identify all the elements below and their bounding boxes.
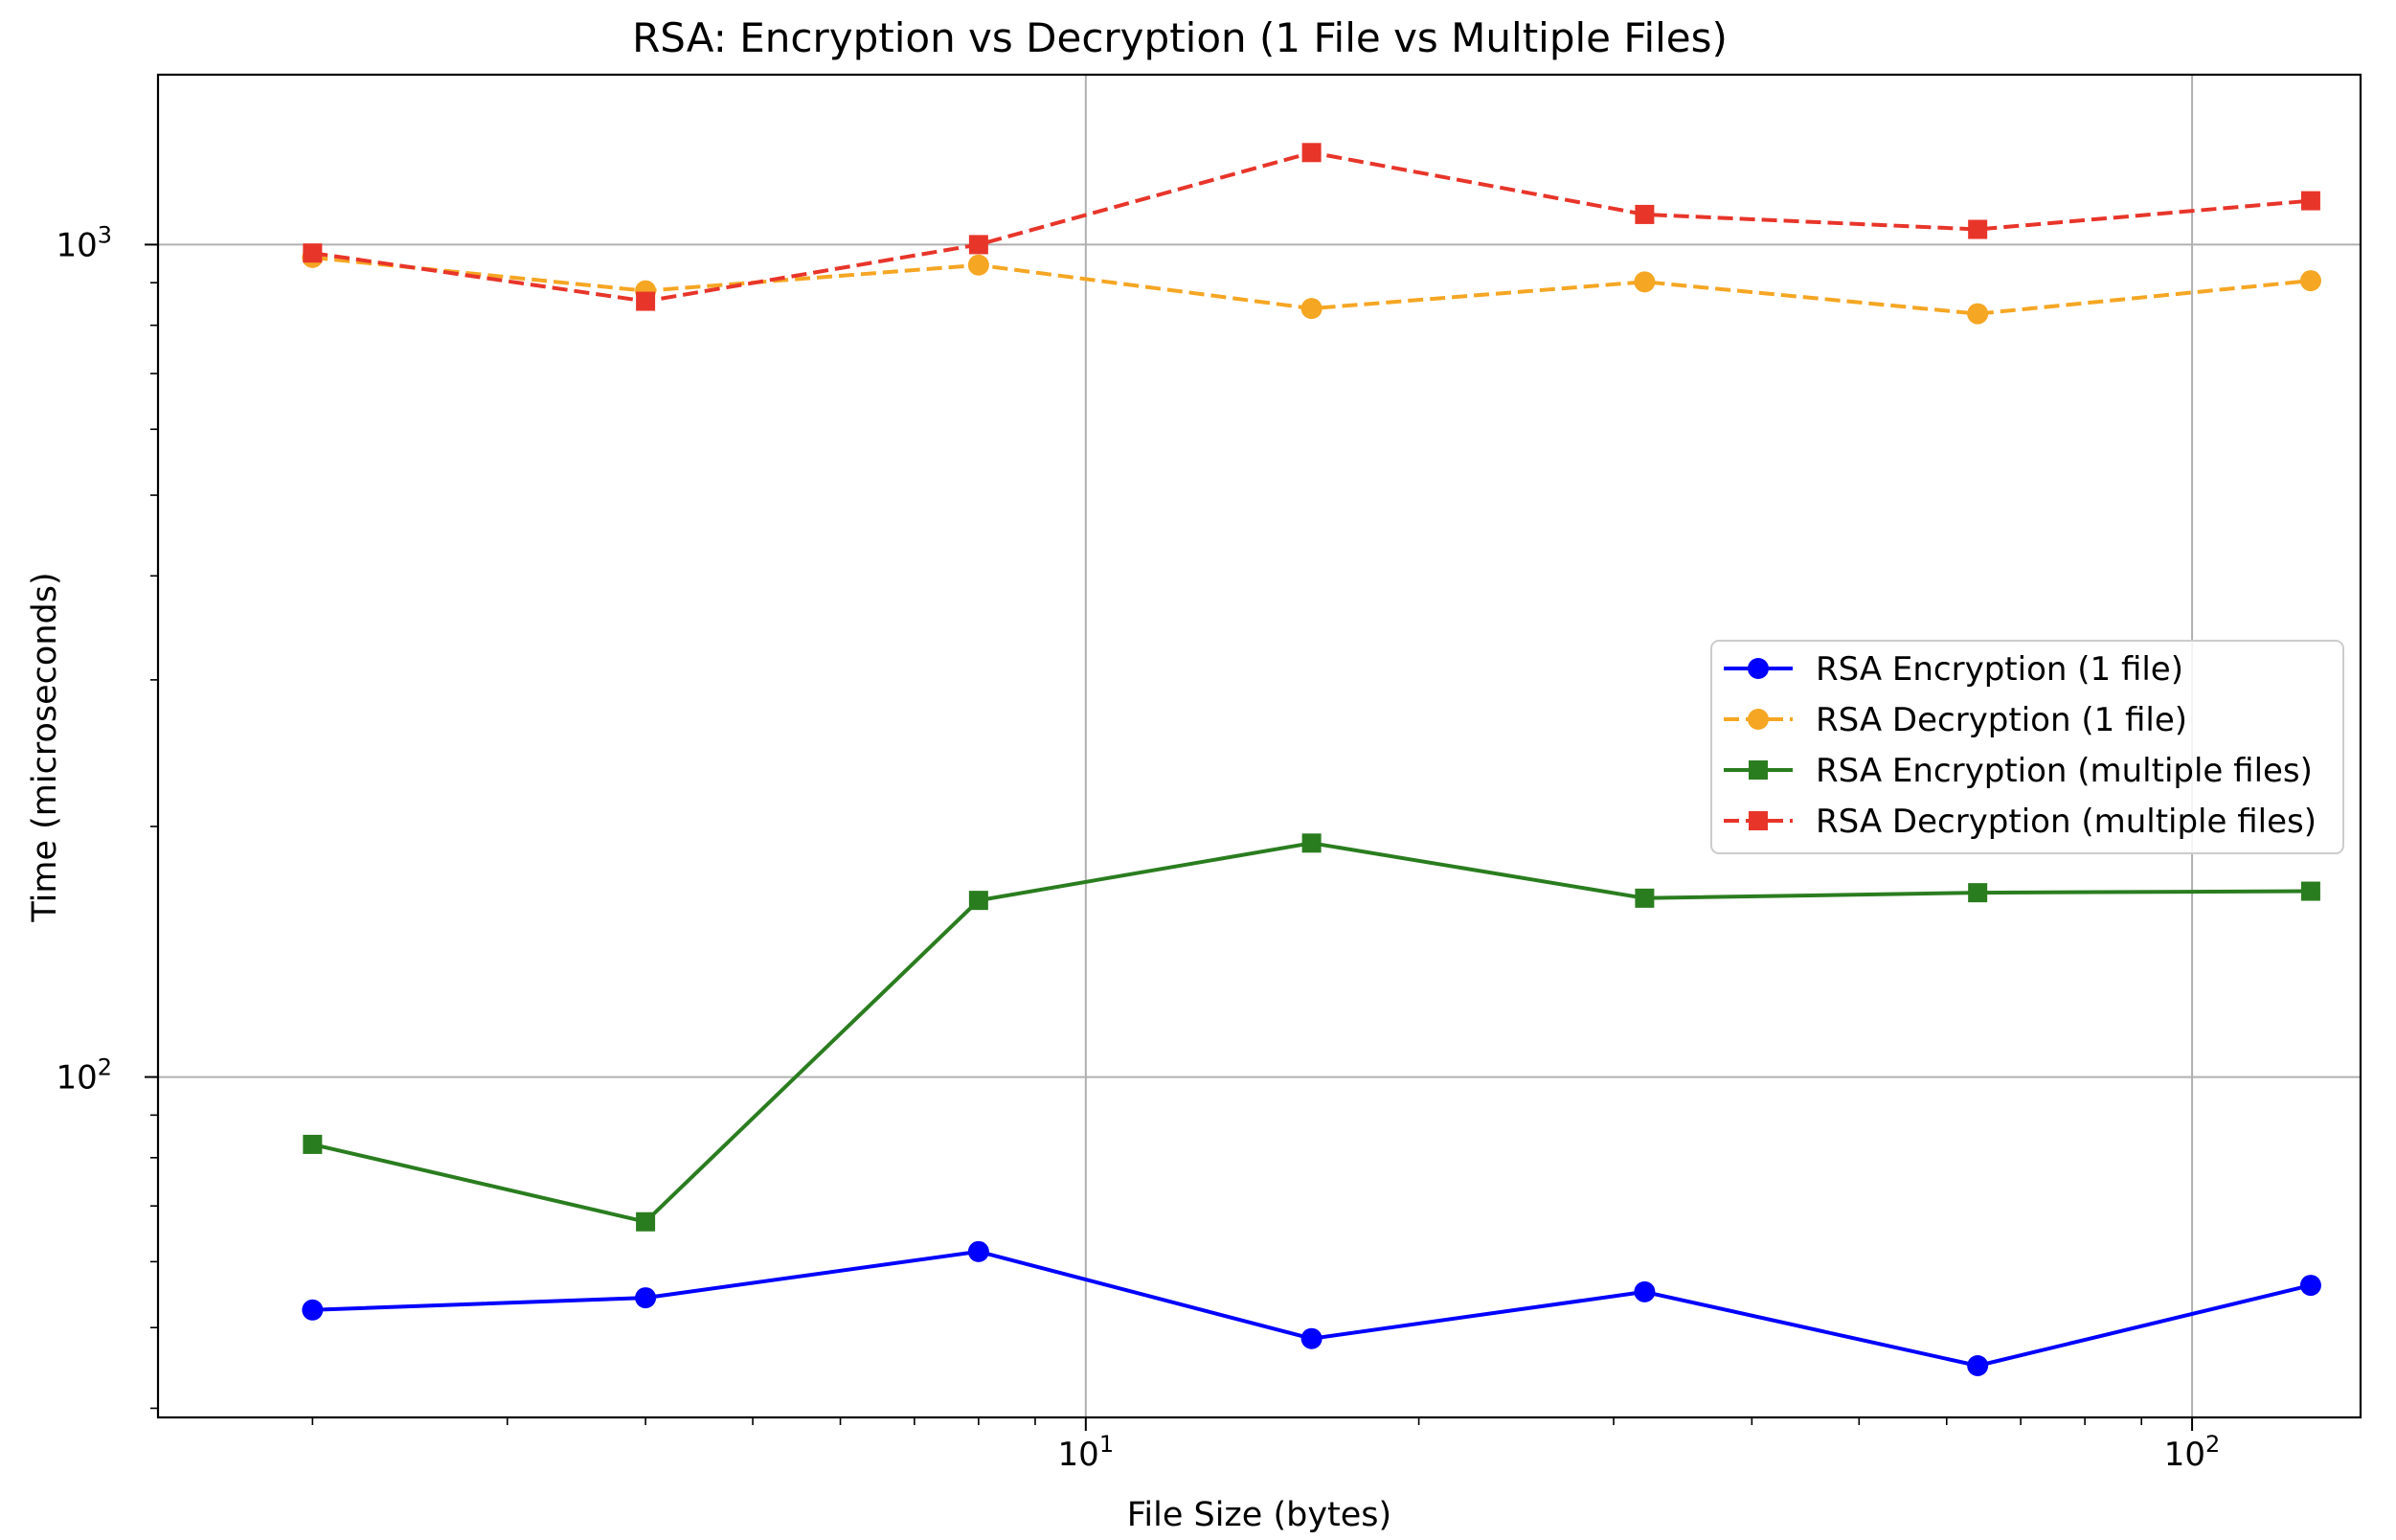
data-point-rsa-encryption-1-file <box>1300 1327 1322 1349</box>
legend-entry-rsa-encryption-multiple-files: RSA Encryption (multiple files) <box>1724 752 2313 790</box>
legend-marker-rsa-encryption-multiple-files <box>1749 760 1768 780</box>
data-point-rsa-encryption-multiple-files <box>1968 883 1988 903</box>
x-tick-label: 101 <box>1058 1431 1115 1474</box>
chart-title: RSA: Encryption vs Decryption (1 File vs… <box>632 14 1728 61</box>
data-point-rsa-encryption-1-file <box>1967 1354 1989 1376</box>
legend-frame <box>1710 640 2344 854</box>
x-tick-label: 102 <box>2164 1431 2221 1474</box>
y-tick-label: 102 <box>56 1054 112 1098</box>
data-point-rsa-encryption-multiple-files <box>2300 881 2320 901</box>
data-point-rsa-decryption-1-file <box>1967 303 1989 325</box>
data-point-rsa-decryption-1-file <box>967 254 989 276</box>
data-point-rsa-decryption-multiple-files <box>303 243 323 263</box>
legend: RSA Encryption (1 file) RSA Decryption (1… <box>1710 640 2344 854</box>
legend-label-rsa-decryption-multiple-files: RSA Decryption (multiple files) <box>1816 803 2317 841</box>
legend-label-rsa-encryption-multiple-files: RSA Encryption (multiple files) <box>1816 752 2313 790</box>
legend-entry-rsa-decryption-multiple-files: RSA Decryption (multiple files) <box>1724 803 2317 841</box>
series-rsa-encryption-multiple-files <box>303 833 2320 1232</box>
data-point-rsa-decryption-multiple-files <box>2300 191 2320 211</box>
legend-entry-rsa-decryption-1-file: RSA Decryption (1 file) <box>1724 701 2187 739</box>
axis-ticks: 101 102 102 103 <box>56 221 2220 1474</box>
y-axis-label: Time (microseconds) <box>26 572 64 922</box>
series-rsa-decryption-1-file <box>302 246 2321 325</box>
legend-marker-rsa-decryption-multiple-files <box>1749 811 1768 830</box>
data-point-rsa-encryption-1-file <box>2299 1275 2321 1297</box>
data-point-rsa-encryption-multiple-files <box>1301 833 1322 853</box>
data-point-rsa-decryption-1-file <box>1300 298 1322 320</box>
data-point-rsa-encryption-1-file <box>967 1240 989 1262</box>
data-point-rsa-encryption-multiple-files <box>303 1134 323 1154</box>
series-rsa-encryption-1-file <box>302 1240 2321 1376</box>
series-group <box>302 143 2321 1376</box>
data-point-rsa-decryption-1-file <box>1634 271 1656 293</box>
data-point-rsa-decryption-multiple-files <box>1635 204 1655 224</box>
data-point-rsa-encryption-1-file <box>635 1287 657 1309</box>
data-point-rsa-encryption-1-file <box>1634 1280 1656 1302</box>
plot-frame <box>156 73 2362 1419</box>
series-rsa-decryption-multiple-files <box>303 143 2320 311</box>
data-point-rsa-decryption-multiple-files <box>1968 219 1988 239</box>
data-point-rsa-decryption-1-file <box>2299 270 2321 292</box>
data-point-rsa-decryption-multiple-files <box>968 235 988 255</box>
y-tick-label: 103 <box>56 221 112 264</box>
data-point-rsa-encryption-1-file <box>302 1299 324 1321</box>
legend-entry-rsa-encryption-1-file: RSA Encryption (1 file) <box>1724 650 2183 689</box>
data-point-rsa-encryption-multiple-files <box>636 1212 656 1232</box>
data-point-rsa-encryption-multiple-files <box>968 891 988 911</box>
data-point-rsa-encryption-multiple-files <box>1635 888 1655 908</box>
data-point-rsa-decryption-multiple-files <box>1301 143 1322 163</box>
legend-marker-rsa-encryption-1-file <box>1748 658 1769 679</box>
legend-marker-rsa-decryption-1-file <box>1748 709 1769 730</box>
legend-label-rsa-decryption-1-file: RSA Decryption (1 file) <box>1816 701 2187 739</box>
legend-label-rsa-encryption-1-file: RSA Encryption (1 file) <box>1816 650 2183 689</box>
x-axis-label: File Size (bytes) <box>1127 1496 1391 1534</box>
data-point-rsa-decryption-multiple-files <box>636 291 656 311</box>
